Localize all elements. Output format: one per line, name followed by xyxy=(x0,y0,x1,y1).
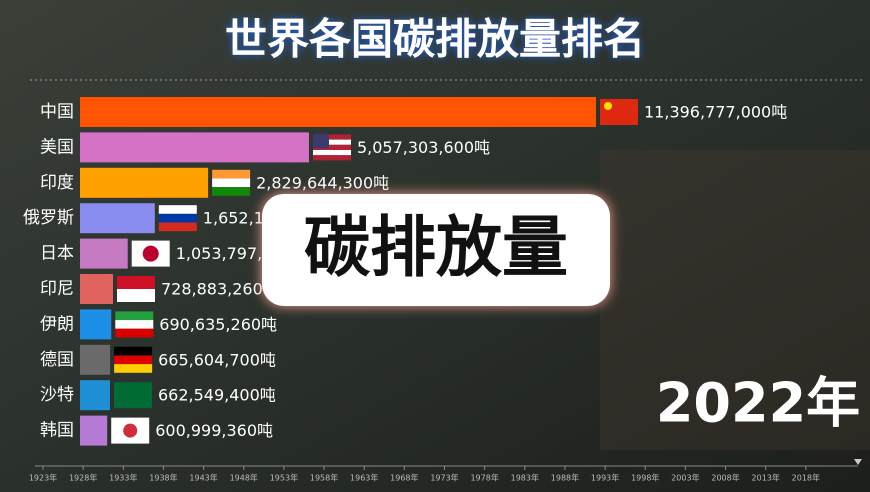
timeline-label: 2018年 xyxy=(792,473,820,483)
value-label: 728,883,260 xyxy=(161,280,263,299)
flag-stripe xyxy=(212,187,251,196)
timeline-label: 1923年 xyxy=(29,473,57,483)
flag-stripe xyxy=(158,222,197,232)
bar xyxy=(80,380,110,411)
value-label: 665,604,700吨 xyxy=(158,350,276,369)
value-label: 2,829,644,300吨 xyxy=(256,173,389,192)
bar xyxy=(80,97,596,127)
timeline-label: 1958年 xyxy=(310,473,338,483)
timeline-label: 1968年 xyxy=(390,473,418,483)
flag-stripe xyxy=(114,355,153,365)
category-label: 韩国 xyxy=(40,421,74,441)
bar xyxy=(80,415,108,446)
timeline-label: 1928年 xyxy=(69,473,97,483)
category-label: 俄罗斯 xyxy=(23,208,74,228)
timeline: 1923年 1928年 1933年 1938年 1943年 1948年 1953年 1958年… xyxy=(29,459,862,483)
overlay-box xyxy=(262,194,610,306)
flag-stripe xyxy=(312,134,351,140)
timeline-label: 1943年 xyxy=(189,473,217,483)
timeline-label: 2013年 xyxy=(752,473,780,483)
timeline-label: 1948年 xyxy=(230,473,258,483)
timeline-label: 1993年 xyxy=(591,473,619,483)
flag-stripe xyxy=(212,169,251,179)
bar xyxy=(80,274,114,304)
value-label: 5,057,303,600吨 xyxy=(357,138,490,157)
timeline-label: 1983年 xyxy=(511,473,539,483)
bar xyxy=(80,167,209,198)
value-label: 11,396,777,000吨 xyxy=(644,103,787,122)
timeline-label: 1963年 xyxy=(350,473,378,483)
value-label: 690,635,260吨 xyxy=(159,315,277,334)
bar xyxy=(80,309,112,340)
bar xyxy=(80,344,111,375)
category-label: 沙特 xyxy=(40,385,74,405)
category-label: 日本 xyxy=(40,244,74,264)
timeline-label: 2003年 xyxy=(671,473,699,483)
category-label: 印尼 xyxy=(40,279,74,299)
flag-star xyxy=(604,102,612,110)
category-label: 美国 xyxy=(40,137,74,157)
category-label: 伊朗 xyxy=(40,314,74,334)
flag-stripe xyxy=(113,382,152,409)
value-label: 600,999,360吨 xyxy=(155,421,273,440)
timeline-label: 1998年 xyxy=(631,473,659,483)
timeline-label: 1953年 xyxy=(270,473,298,483)
value-label: 1,652,1 xyxy=(203,209,264,228)
timeline-label: 1938年 xyxy=(149,473,177,483)
year-label: 2022年 xyxy=(656,372,860,435)
flag-stripe xyxy=(212,178,251,188)
flag-sun xyxy=(142,245,159,262)
flag-stripe xyxy=(117,289,156,302)
flag-stripe xyxy=(115,328,154,338)
flag-stripe xyxy=(158,213,197,223)
timeline-label: 1933年 xyxy=(109,473,137,483)
timeline-label: 2008年 xyxy=(711,473,739,483)
flag-stripe xyxy=(114,364,153,373)
flag-stripe xyxy=(312,150,351,156)
timeline-label: 1978年 xyxy=(470,473,498,483)
bar xyxy=(80,132,309,163)
timeline-marker xyxy=(854,459,862,465)
category-label: 德国 xyxy=(40,350,74,370)
background-shape xyxy=(600,150,870,450)
flag-stripe xyxy=(117,276,156,289)
timeline-label: 1988年 xyxy=(551,473,579,483)
value-label: 1,053,797, xyxy=(176,244,263,263)
flag-stripe xyxy=(115,320,154,329)
category-label: 中国 xyxy=(40,102,74,122)
flag-stripe xyxy=(312,144,351,150)
bar xyxy=(80,238,128,269)
flag-stripe xyxy=(312,139,351,145)
category-label: 印度 xyxy=(40,173,74,193)
timeline-label: 1973年 xyxy=(430,473,458,483)
chart-title: 世界各国碳排放量排名 xyxy=(225,15,645,64)
flag-stripe xyxy=(312,155,351,161)
flag-taeguk xyxy=(123,423,138,438)
value-label: 662,549,400吨 xyxy=(158,386,276,405)
overlay-annotation: 碳排放量 xyxy=(304,209,568,286)
flag-stripe xyxy=(115,311,154,321)
flag-stripe xyxy=(114,346,153,356)
flag-canton xyxy=(312,134,329,149)
bar xyxy=(80,203,155,234)
flag-stripe xyxy=(158,205,197,214)
